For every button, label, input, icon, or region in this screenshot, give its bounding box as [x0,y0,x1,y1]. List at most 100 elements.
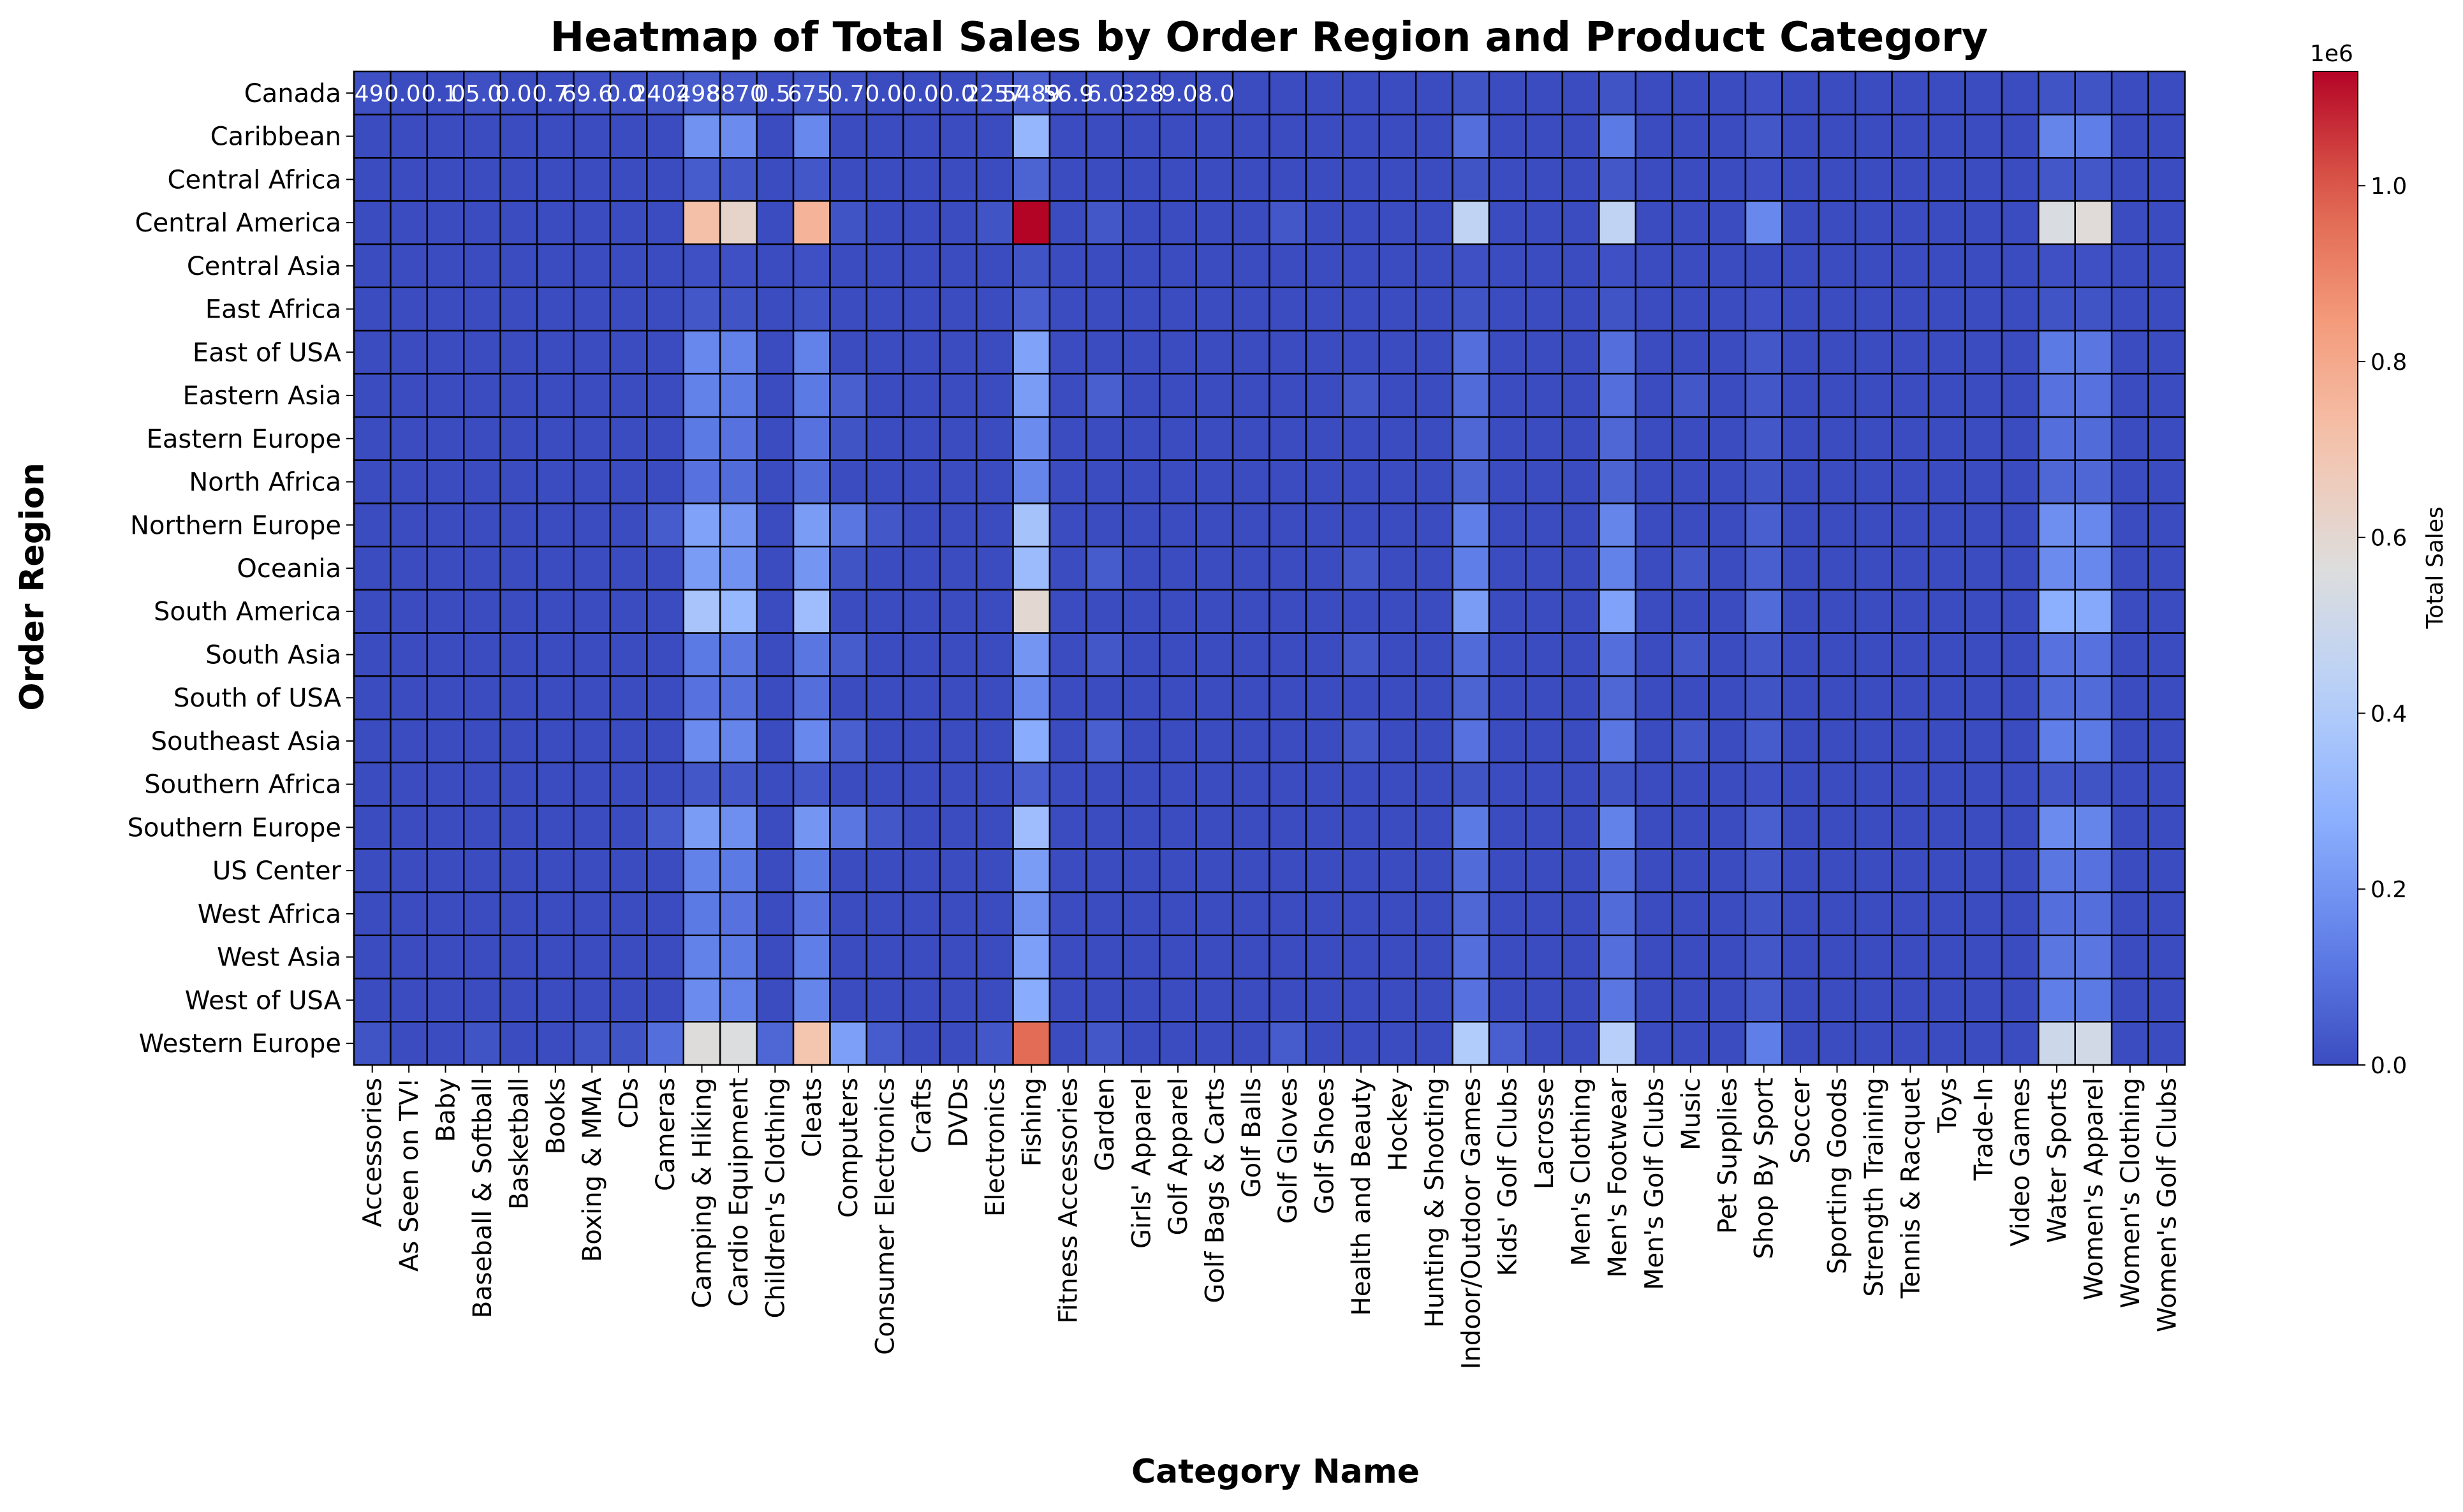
heatmap-cell [2038,545,2076,591]
heatmap-cell [756,200,795,246]
heatmap-cell [719,372,758,418]
heatmap-cell [1525,718,1564,764]
heatmap-cell [829,978,868,1023]
heatmap-cell [1488,200,1527,246]
heatmap-cell [865,632,904,677]
heatmap-cell [353,243,392,288]
heatmap-cell [829,157,868,202]
heatmap-cell [1781,848,1820,893]
colorbar-tick-label: 0.4 [2371,701,2407,727]
heatmap-cell [1598,200,1636,246]
heatmap-cell [2001,718,2040,764]
cell-annotation: 675 [788,81,832,107]
heatmap-cell [1195,157,1234,202]
heatmap-cell [1818,286,1856,332]
heatmap-cell [390,545,429,591]
x-tick-label: Camping & Hiking [688,1078,717,1308]
heatmap-cell [975,545,1014,591]
heatmap-cell [1158,589,1197,634]
heatmap-cell [829,372,868,418]
y-tick-label: South Asia [205,640,341,670]
heatmap-cell [2147,1021,2186,1066]
heatmap-cell [682,718,721,764]
heatmap-cell [1964,503,2003,548]
heatmap-cell [573,200,612,246]
heatmap-cell [1525,114,1564,159]
heatmap-cell [353,589,392,634]
heatmap-cell [719,805,758,850]
heatmap-cell [1305,70,1344,115]
heatmap-cell [1744,545,1783,591]
heatmap-cell [2038,416,2076,461]
heatmap-cell [1195,848,1234,893]
heatmap-cell [1744,934,1783,980]
heatmap-cell [2038,632,2076,677]
heatmap-cell [646,243,685,288]
x-tick-label: Music [1677,1078,1706,1150]
heatmap-cell [1305,934,1344,980]
heatmap-cell [1744,372,1783,418]
heatmap-cell [1927,243,1966,288]
heatmap-cell [1964,200,2003,246]
heatmap-cell [902,805,941,850]
heatmap-cell [682,848,721,893]
y-tick-label: Caribbean [210,122,341,152]
heatmap-cell [865,1021,904,1066]
heatmap-cell [939,243,978,288]
heatmap-cell [2001,286,2040,332]
heatmap-cell [1378,286,1417,332]
heatmap-cell [719,157,758,202]
heatmap-cell [1378,891,1417,937]
heatmap-cell [1744,286,1783,332]
heatmap-cell [1891,589,1930,634]
heatmap-cell [1305,503,1344,548]
heatmap-cell [463,330,501,375]
heatmap-cell [1305,805,1344,850]
heatmap-cell [1085,372,1124,418]
heatmap-cell [1964,330,2003,375]
heatmap-cell [2110,891,2149,937]
heatmap-cell [1561,286,1600,332]
heatmap-cell [792,157,831,202]
colorbar-ticks: 0.0 0.2 0.4 0.6 0.8 1.0 [2358,173,2407,1079]
heatmap-cell [1744,70,1783,115]
heatmap-cell [2001,372,2040,418]
heatmap-cell [2038,243,2076,288]
x-tick-label: Fitness Accessories [1054,1078,1084,1324]
heatmap-cell [1048,503,1087,548]
heatmap-cell [2110,503,2149,548]
heatmap-cell [1452,330,1490,375]
heatmap-cell [536,200,575,246]
heatmap-cell [719,243,758,288]
heatmap-cell [1305,372,1344,418]
heatmap-cell [1085,848,1124,893]
heatmap-cell [390,330,429,375]
heatmap-cell [1415,416,1453,461]
heatmap-cell [1891,1021,1930,1066]
heatmap-cell [1964,416,2003,461]
heatmap-cell [1415,848,1453,893]
heatmap-cell [1964,891,2003,937]
heatmap-cell [1452,718,1490,764]
heatmap-cell [1635,848,1673,893]
heatmap-cell [682,459,721,504]
heatmap-cell [499,805,538,850]
heatmap-cell [1891,718,1930,764]
y-tick-label: Northern Europe [130,511,341,540]
heatmap-cell [1891,675,1930,721]
heatmap-cell [1085,286,1124,332]
heatmap-cell [1342,503,1381,548]
heatmap-cell [1195,1021,1234,1066]
heatmap-cell [1598,934,1636,980]
heatmap-cell [1598,632,1636,677]
heatmap-cell [902,243,941,288]
heatmap-cell [609,761,648,807]
heatmap-cell [1378,459,1417,504]
cell-annotation: 328 [1121,81,1165,107]
heatmap-cell [1525,589,1564,634]
heatmap-cell [1561,589,1600,634]
heatmap-cell [1818,934,1856,980]
heatmap-cell [1854,200,1893,246]
heatmap-cell [902,675,941,721]
heatmap-cell [1964,978,2003,1023]
